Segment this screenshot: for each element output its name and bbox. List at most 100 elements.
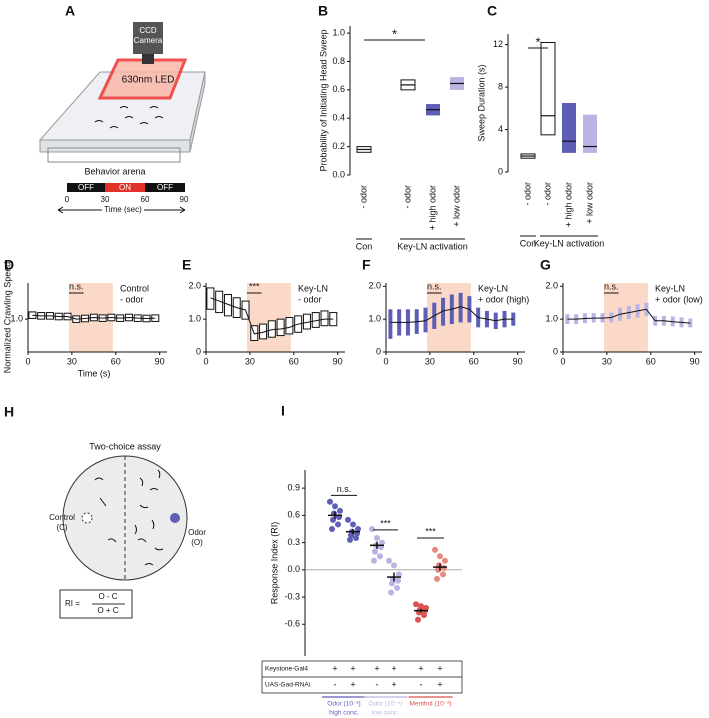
data-point bbox=[396, 571, 402, 578]
group-label: Key-LN activation bbox=[534, 238, 605, 248]
camera-body bbox=[133, 22, 163, 54]
formula-numerator: O - C bbox=[98, 592, 117, 601]
data-point bbox=[413, 601, 419, 608]
range-box bbox=[320, 310, 329, 327]
time-tick: 0 bbox=[65, 195, 70, 204]
data-point bbox=[350, 521, 356, 528]
arena-base bbox=[47, 147, 181, 163]
data-point bbox=[386, 557, 392, 564]
x-tick-label: 0 bbox=[203, 356, 208, 366]
x-axis-label: Time (s) bbox=[78, 368, 111, 378]
assay-title: Two-choice assay bbox=[89, 441, 161, 451]
row-header: Keystone-Gal4 bbox=[265, 666, 308, 673]
box bbox=[583, 114, 597, 153]
data-point bbox=[374, 535, 380, 542]
table-cell: - bbox=[420, 679, 423, 689]
table-cell: + bbox=[391, 663, 396, 673]
x-tick-label: 60 bbox=[289, 356, 299, 366]
y-tick-label: 2.0 bbox=[188, 281, 201, 291]
range-box bbox=[458, 292, 463, 323]
led-label: 630nm LED bbox=[122, 75, 175, 86]
data-point bbox=[335, 521, 341, 528]
y-tick-label: 0.6 bbox=[332, 84, 345, 94]
y-tick-label: 2.0 bbox=[368, 281, 381, 291]
data-point bbox=[327, 498, 333, 505]
table-cell: + bbox=[437, 663, 442, 673]
range-box bbox=[441, 297, 446, 326]
x-tick-label: 0 bbox=[560, 356, 565, 366]
category-label: + low odor bbox=[451, 185, 461, 227]
y-tick-label: 0.4 bbox=[332, 113, 345, 123]
y-tick-label: 1.0 bbox=[188, 314, 201, 324]
data-point bbox=[437, 553, 443, 560]
formula-lhs: RI = bbox=[65, 599, 80, 608]
timeline-label: OFF bbox=[157, 183, 173, 192]
odor-label: (O) bbox=[191, 538, 203, 547]
panel-label: I bbox=[281, 403, 285, 419]
x-tick-label: 30 bbox=[67, 356, 77, 366]
condition-label: + odor (low) bbox=[655, 294, 703, 304]
x-tick-label: 90 bbox=[690, 356, 700, 366]
y-axis-label: Normalized Crawling Speed bbox=[2, 262, 12, 374]
table-cell: + bbox=[437, 679, 442, 689]
category-label: + high odor bbox=[427, 185, 437, 230]
group-label: Con bbox=[520, 238, 537, 248]
condition-label: Key-LN bbox=[298, 283, 328, 293]
row-header: UAS-Gad-RNAi bbox=[265, 682, 310, 689]
data-point bbox=[434, 575, 440, 582]
data-point bbox=[391, 562, 397, 569]
y-tick-label: 1.0 bbox=[368, 314, 381, 324]
y-tick-label: 1.0 bbox=[545, 314, 558, 324]
group-label: Menthol (10⁻²) bbox=[409, 701, 451, 708]
data-point bbox=[332, 503, 338, 510]
condition-label: Key-LN bbox=[478, 283, 508, 293]
condition-label: - odor bbox=[298, 294, 322, 304]
group-label: low conc. bbox=[372, 710, 399, 717]
data-point bbox=[371, 557, 377, 564]
arena-label: Behavior arena bbox=[84, 166, 145, 176]
range-box bbox=[276, 318, 285, 337]
y-tick-label: 0.2 bbox=[332, 141, 345, 151]
significance: *** bbox=[249, 281, 260, 291]
led-ring bbox=[97, 58, 188, 100]
table-cell: + bbox=[391, 679, 396, 689]
y-tick-label: 8 bbox=[498, 81, 503, 91]
x-tick-label: 90 bbox=[155, 356, 165, 366]
mean-line bbox=[390, 306, 514, 323]
table-cell: + bbox=[418, 663, 423, 673]
y-tick-label: 4 bbox=[498, 124, 503, 134]
x-tick-label: 30 bbox=[602, 356, 612, 366]
box bbox=[540, 41, 556, 136]
y-tick-label: 0.8 bbox=[332, 56, 345, 66]
time-tick: 30 bbox=[101, 195, 110, 204]
y-tick-label: 0.0 bbox=[287, 564, 300, 574]
y-tick-label: 0 bbox=[498, 166, 503, 176]
significance: *** bbox=[425, 526, 436, 536]
data-point bbox=[337, 507, 343, 514]
y-axis-label: Response Index (RI) bbox=[269, 522, 279, 605]
arena-front bbox=[39, 139, 191, 153]
y-tick-label: 0 bbox=[196, 346, 201, 356]
significance: n.s. bbox=[69, 281, 84, 291]
panel-label: E bbox=[182, 257, 191, 273]
data-point bbox=[441, 564, 447, 571]
y-tick-label: 2.0 bbox=[545, 281, 558, 291]
data-point bbox=[369, 525, 375, 532]
range-box bbox=[285, 317, 294, 335]
range-box bbox=[388, 309, 393, 339]
timeline-label: ON bbox=[119, 183, 131, 192]
significance: * bbox=[535, 34, 540, 49]
y-tick-label: 0.0 bbox=[332, 169, 345, 179]
data-point bbox=[432, 546, 438, 553]
time-label-bg bbox=[102, 205, 144, 215]
table-cell: - bbox=[334, 679, 337, 689]
group-label: high conc. bbox=[329, 710, 359, 717]
data-point bbox=[442, 557, 448, 564]
camera-lens bbox=[142, 54, 154, 64]
x-tick-label: 30 bbox=[245, 356, 255, 366]
y-tick-label: 0.6 bbox=[287, 510, 300, 520]
significance: * bbox=[392, 26, 397, 41]
panel-label: F bbox=[362, 257, 371, 273]
camera-label: Camera bbox=[134, 36, 163, 45]
